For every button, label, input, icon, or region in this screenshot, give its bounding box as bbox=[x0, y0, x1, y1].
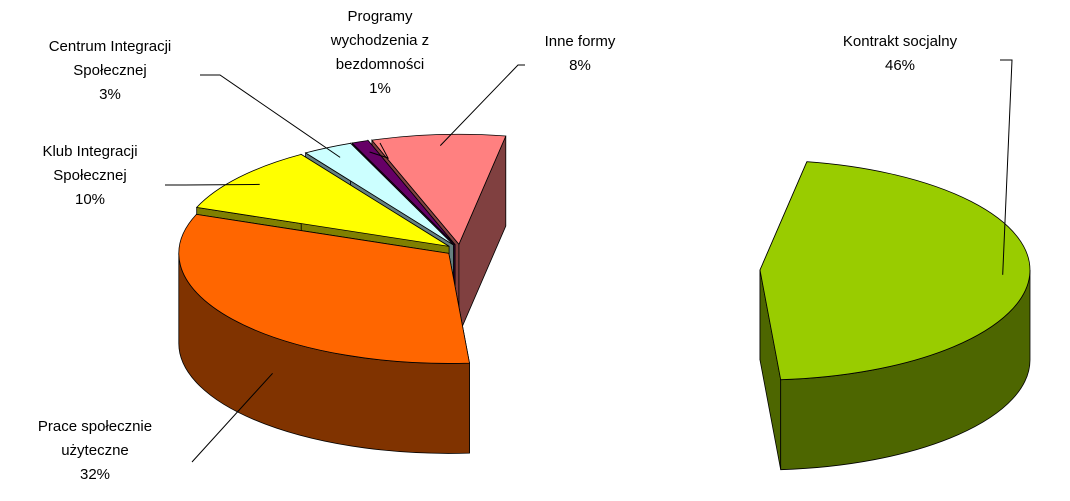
category-name: Programy wychodzenia z bezdomności bbox=[330, 8, 430, 73]
slice bbox=[759, 161, 1031, 381]
slice-label: Inne formy 8% bbox=[530, 30, 630, 78]
leader-line bbox=[439, 64, 525, 146]
slice bbox=[304, 142, 454, 246]
category-name: Prace społecznie użyteczne bbox=[37, 418, 153, 459]
slice-label: Klub Integracji Społecznej 10% bbox=[33, 140, 148, 212]
category-name: Klub Integracji Społecznej bbox=[42, 143, 138, 184]
leader-line bbox=[369, 142, 390, 159]
leader-line bbox=[165, 183, 260, 186]
leader-line bbox=[191, 372, 273, 463]
value-label: 46% bbox=[884, 57, 916, 74]
value-label: 3% bbox=[99, 86, 121, 103]
slice-label: Centrum Integracji Społecznej 3% bbox=[40, 35, 180, 107]
slice-label: Prace społecznie użyteczne 32% bbox=[25, 415, 165, 487]
value-label: 1% bbox=[369, 80, 391, 97]
category-name: Kontrakt socjalny bbox=[842, 33, 958, 50]
slice-label: Kontrakt socjalny 46% bbox=[800, 30, 1000, 78]
category-name: Centrum Integracji Społecznej bbox=[48, 38, 172, 79]
value-label: 32% bbox=[79, 466, 111, 483]
leader-line bbox=[200, 74, 341, 158]
slice bbox=[195, 153, 450, 247]
value-label: 8% bbox=[569, 57, 591, 74]
value-label: 10% bbox=[74, 191, 106, 208]
leader-line bbox=[1000, 59, 1013, 275]
slice bbox=[371, 133, 507, 246]
slice bbox=[178, 213, 470, 364]
category-name: Inne formy bbox=[544, 33, 616, 50]
slice bbox=[351, 140, 456, 245]
slice-label: Programy wychodzenia z bezdomności 1% bbox=[325, 5, 435, 101]
